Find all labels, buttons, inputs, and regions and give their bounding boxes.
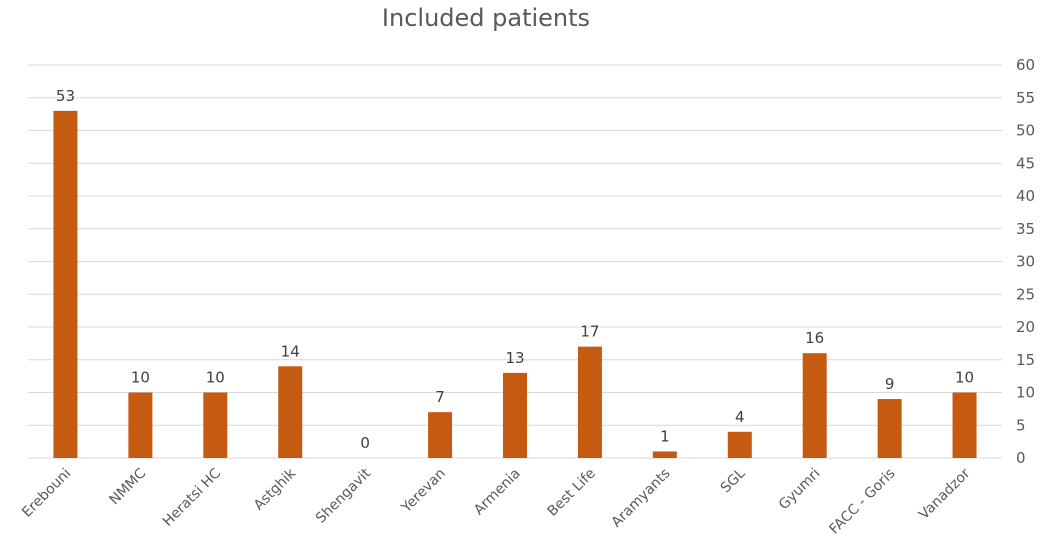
data-label-9: 4: [735, 408, 745, 426]
bar-3: [278, 366, 303, 458]
bar-8: [652, 451, 677, 458]
bar-2: [203, 392, 228, 458]
data-label-8: 1: [660, 427, 670, 445]
y-tick-label: 25: [1016, 285, 1035, 303]
data-label-5: 7: [435, 388, 445, 406]
y-tick-label: 5: [1016, 416, 1026, 434]
bar-0: [53, 110, 78, 458]
x-tick-label-3: Astghik: [251, 465, 300, 514]
y-tick-label: 20: [1016, 318, 1035, 336]
data-label-4: 0: [360, 434, 370, 452]
data-label-1: 10: [131, 369, 150, 387]
y-tick-label: 60: [1016, 56, 1035, 74]
y-tick-label: 40: [1016, 187, 1035, 205]
bar-5: [428, 412, 453, 458]
y-tick-label: 30: [1016, 253, 1035, 271]
x-tick-label-0: Erebouni: [19, 466, 74, 521]
data-label-6: 13: [505, 349, 524, 367]
chart-title: Included patients: [381, 4, 591, 32]
y-tick-label: 0: [1016, 449, 1026, 467]
y-tick-label: 55: [1016, 89, 1035, 107]
x-tick-label-11: FACC - Goris: [826, 466, 898, 538]
x-tick-label-2: Heratsi HC: [160, 465, 224, 529]
bar-12: [952, 392, 977, 458]
x-tick-label-9: SGL: [718, 465, 749, 496]
data-label-12: 10: [955, 369, 974, 387]
x-tick-label-1: NMMC: [106, 465, 149, 508]
y-tick-label: 15: [1016, 351, 1035, 369]
bar-10: [802, 353, 827, 458]
data-label-10: 16: [805, 329, 824, 347]
data-label-0: 53: [56, 87, 75, 105]
data-label-11: 9: [885, 375, 895, 393]
data-label-2: 10: [206, 369, 225, 387]
x-tick-label-10: Gyumri: [776, 466, 824, 514]
data-label-3: 14: [281, 342, 300, 360]
bar-6: [503, 372, 527, 458]
x-tick-label-4: Shengavit: [313, 465, 374, 526]
x-tick-label-12: Vanadzor: [916, 465, 974, 523]
bar-9: [727, 431, 752, 458]
x-tick-label-5: Yerevan: [398, 466, 449, 517]
y-tick-label: 45: [1016, 154, 1035, 172]
bar-1: [128, 392, 153, 458]
y-tick-label: 35: [1016, 220, 1035, 238]
bar-11: [877, 399, 902, 458]
x-tick-label-7: Best Life: [545, 466, 599, 520]
y-tick-label: 50: [1016, 122, 1035, 140]
y-tick-label: 10: [1016, 384, 1035, 402]
x-tick-label-8: Aramyants: [609, 466, 674, 531]
data-label-7: 17: [580, 323, 599, 341]
bar-7: [577, 346, 602, 458]
x-tick-label-6: Armenia: [471, 466, 524, 519]
